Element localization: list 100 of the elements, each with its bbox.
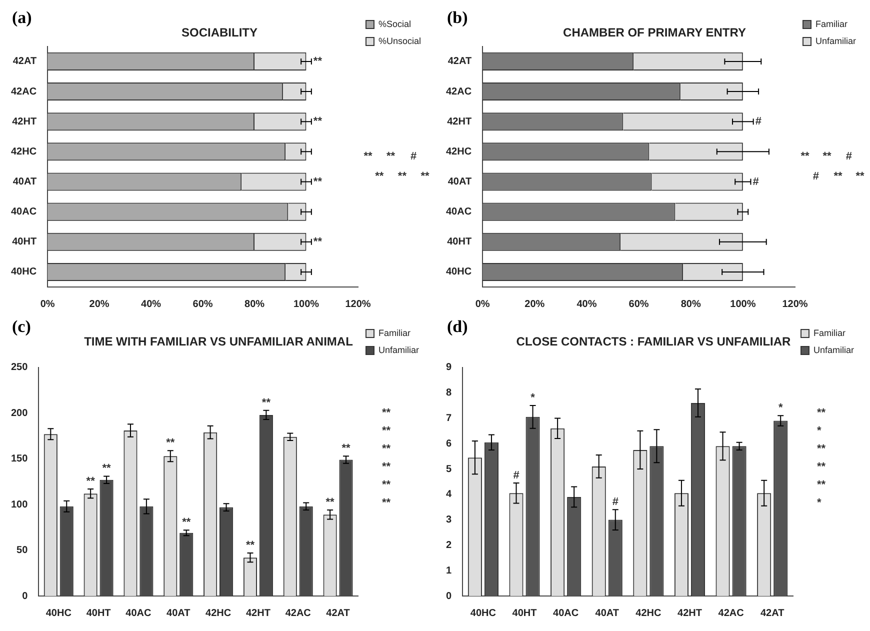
text: ** — [398, 170, 408, 183]
annotation: ** — [182, 516, 192, 529]
x-tick-label: 42HT — [678, 608, 702, 619]
annotation: # — [752, 176, 759, 188]
x-tick-label: 20% — [89, 298, 110, 310]
y-tick-label: 1 — [446, 565, 452, 576]
annotation: ** — [102, 462, 112, 475]
y-tick-label: 42HC — [10, 146, 37, 158]
annotation: * — [778, 402, 784, 414]
x-tick-label: 60% — [628, 298, 649, 310]
x-tick-label: 0% — [40, 298, 55, 310]
y-tick-label: 9 — [446, 362, 452, 374]
text: ** — [375, 170, 384, 183]
x-tick-label: 40HT — [86, 608, 111, 619]
text: ** — [816, 442, 826, 455]
x-tick-label: 42HC — [206, 608, 232, 619]
y-tick-label: 4 — [446, 489, 452, 500]
y-tick-label: 42AT — [448, 56, 472, 68]
y-tick-label: 40HC — [446, 266, 472, 278]
y-tick-label: 7 — [446, 412, 452, 424]
x-tick-label: 40% — [576, 298, 597, 310]
annotation: ** — [313, 116, 323, 128]
text: ** — [364, 150, 373, 163]
annotation: ** — [342, 442, 352, 455]
y-tick-label: 50 — [16, 545, 28, 556]
annotation: # — [612, 496, 618, 508]
legend-label: Unfamiliar — [378, 344, 420, 355]
y-tick-label: 42AC — [10, 86, 37, 98]
text: # — [812, 170, 820, 183]
text: ** — [816, 406, 826, 419]
x-tick-label: 80% — [680, 298, 701, 310]
x-tick-label: 60% — [192, 298, 213, 310]
y-tick-label: 40HC — [10, 266, 37, 278]
legend-label: Familiar — [378, 328, 411, 338]
text: ** — [800, 150, 810, 163]
y-tick-label: 40HT — [447, 236, 472, 248]
legend-label: %Unsocial — [378, 36, 422, 46]
y-tick-label: 0 — [446, 590, 452, 602]
x-tick-label: 100% — [293, 298, 320, 310]
annotation: ** — [313, 55, 323, 68]
text: ** — [382, 406, 392, 419]
legend-label: Unfamiliar — [813, 344, 854, 355]
y-tick-label: 40HT — [12, 236, 37, 248]
chart-title: CLOSE CONTACTS : FAMILIAR VS UNFAMILIAR — [516, 334, 792, 349]
x-tick-label: 100% — [730, 298, 756, 310]
text: ** — [834, 170, 843, 183]
text: * — [816, 496, 822, 509]
chart-title: TIME WITH FAMILIAR VS UNFAMILIAR ANIMAL — [84, 334, 353, 349]
y-tick-label: 42AT — [12, 56, 37, 68]
text: ** — [420, 170, 430, 183]
x-tick-label: 42AC — [285, 608, 311, 619]
x-tick-label: 40HT — [512, 608, 537, 619]
x-tick-label: 120% — [345, 298, 371, 310]
y-tick-label: 5 — [446, 464, 452, 475]
y-tick-label: 6 — [446, 438, 452, 450]
x-tick-label: 40HC — [46, 608, 72, 619]
x-tick-label: 40% — [141, 298, 162, 310]
text: (a) — [12, 8, 32, 27]
x-tick-label: 40AC — [126, 608, 152, 619]
annotation: ** — [262, 396, 272, 409]
y-tick-label: 42AC — [446, 86, 472, 98]
y-tick-label: 200 — [10, 408, 28, 419]
annotation: * — [530, 392, 536, 404]
x-tick-label: 42HT — [246, 608, 270, 619]
text: ** — [822, 150, 832, 163]
x-tick-label: 42AC — [718, 608, 744, 619]
text: ** — [856, 170, 865, 183]
y-tick-label: 0 — [22, 590, 28, 602]
text: (b) — [447, 8, 468, 27]
text: ** — [816, 460, 826, 473]
x-tick-label: 80% — [244, 298, 265, 310]
y-tick-label: 42HT — [447, 116, 472, 128]
annotation: ** — [166, 437, 176, 450]
annotation: ** — [246, 540, 256, 552]
text: ** — [382, 478, 392, 491]
annotation: ** — [313, 236, 323, 248]
chart-title: SOCIABILITY — [181, 26, 258, 40]
x-tick-label: 42AT — [326, 608, 350, 619]
annotation: # — [755, 116, 762, 128]
chart-title: CHAMBER OF PRIMARY ENTRY — [563, 26, 746, 40]
legend-label: Familiar — [813, 328, 846, 338]
y-tick-label: 250 — [10, 362, 28, 374]
y-tick-label: 40AT — [448, 176, 472, 188]
x-tick-label: 40AC — [553, 608, 579, 619]
x-tick-label: 120% — [782, 298, 808, 310]
x-tick-label: 42AT — [760, 608, 784, 619]
y-tick-label: 100 — [10, 499, 28, 510]
text: # — [410, 150, 417, 163]
text: ** — [382, 424, 392, 437]
x-tick-label: 20% — [524, 298, 545, 310]
annotation: # — [513, 470, 520, 482]
text: * — [816, 424, 822, 437]
annotation: ** — [86, 476, 96, 488]
y-tick-label: 3 — [446, 514, 452, 526]
text: (c) — [12, 316, 31, 336]
y-tick-label: 40AT — [12, 176, 37, 188]
x-tick-label: 40AT — [166, 608, 190, 619]
text: ** — [386, 150, 396, 163]
text: ** — [382, 496, 392, 509]
y-tick-label: 40AC — [446, 206, 472, 218]
